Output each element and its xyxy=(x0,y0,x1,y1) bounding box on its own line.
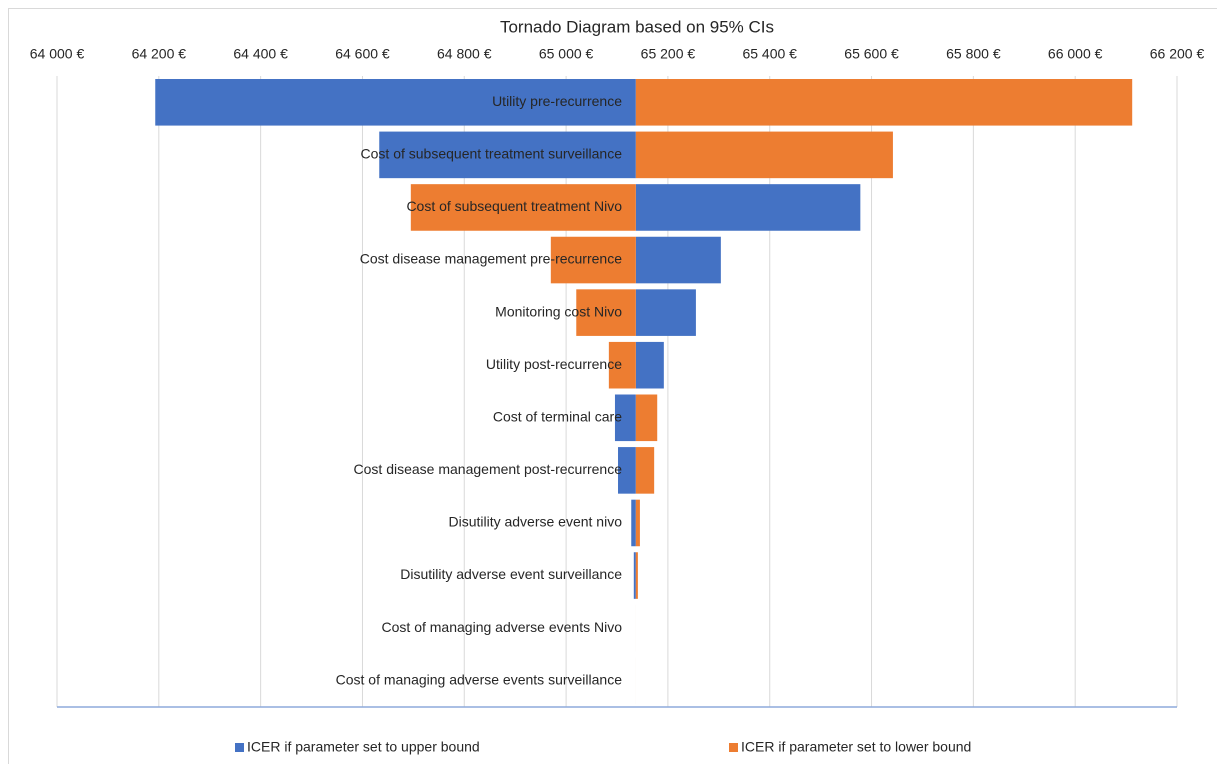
chart-border xyxy=(8,8,1217,764)
bar xyxy=(635,236,721,284)
category-label: Cost of managing adverse events Nivo xyxy=(382,619,623,635)
bar xyxy=(614,394,636,442)
bar xyxy=(635,79,1133,126)
x-tick-label: 65 800 € xyxy=(946,46,1001,62)
category-label: Cost of terminal care xyxy=(493,408,622,424)
category-label: Monitoring cost Nivo xyxy=(495,303,622,319)
category-label: Cost of managing adverse events surveill… xyxy=(336,671,623,687)
x-tick-label: 66 000 € xyxy=(1048,46,1103,62)
x-tick-label: 65 400 € xyxy=(742,46,797,62)
x-tick-label: 64 400 € xyxy=(233,46,288,62)
x-tick-label: 64 600 € xyxy=(335,46,390,62)
category-label: Utility post-recurrence xyxy=(486,356,622,372)
bar xyxy=(635,184,861,231)
bar xyxy=(635,499,640,547)
category-label: Cost disease management post-recurrence xyxy=(354,461,623,477)
bar xyxy=(550,236,636,284)
legend-label: ICER if parameter set to lower bound xyxy=(741,739,971,755)
bar xyxy=(635,341,664,389)
bar xyxy=(618,447,636,494)
x-tick-label: 64 800 € xyxy=(437,46,492,62)
bar xyxy=(635,289,696,336)
bar xyxy=(576,289,636,336)
bar xyxy=(410,184,636,231)
legend-swatch xyxy=(729,743,738,752)
category-label: Cost of subsequent treatment Nivo xyxy=(406,198,622,214)
category-label: Cost disease management pre-recurrence xyxy=(360,251,622,267)
bar xyxy=(633,552,636,599)
bar xyxy=(635,447,655,494)
bar xyxy=(379,131,636,179)
x-tick-label: 65 200 € xyxy=(641,46,696,62)
x-tick-label: 65 600 € xyxy=(844,46,899,62)
x-tick-label: 65 000 € xyxy=(539,46,594,62)
bar xyxy=(635,131,893,179)
bar xyxy=(635,394,658,442)
category-label: Disutility adverse event nivo xyxy=(448,514,622,530)
bar xyxy=(155,79,636,126)
category-label: Utility pre-recurrence xyxy=(492,93,622,109)
x-tick-label: 64 200 € xyxy=(132,46,187,62)
bar xyxy=(635,552,638,599)
x-tick-label: 64 000 € xyxy=(30,46,85,62)
category-label: Cost of subsequent treatment surveillanc… xyxy=(361,146,623,162)
bar xyxy=(608,341,636,389)
category-label: Disutility adverse event surveillance xyxy=(400,566,622,582)
x-tick-label: 66 200 € xyxy=(1150,46,1205,62)
chart-title: Tornado Diagram based on 95% CIs xyxy=(500,17,774,36)
legend-swatch xyxy=(235,743,244,752)
legend-label: ICER if parameter set to upper bound xyxy=(247,739,480,755)
bar xyxy=(631,499,636,547)
